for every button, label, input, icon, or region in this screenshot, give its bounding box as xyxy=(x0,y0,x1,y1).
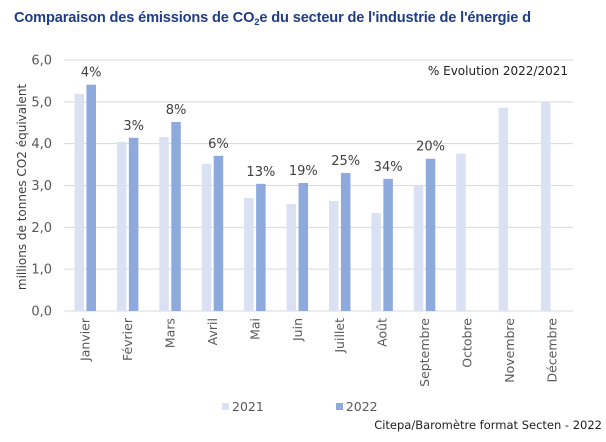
data-label: 8% xyxy=(166,103,187,118)
y-tick-label: 5,0 xyxy=(31,95,52,110)
x-tick-label: Juillet xyxy=(332,318,347,354)
bar-2022-septembre xyxy=(425,158,436,311)
data-label: 4% xyxy=(81,66,102,81)
data-label: 13% xyxy=(246,165,275,180)
bar-2021-mai xyxy=(244,198,254,311)
bar-2022-juin xyxy=(298,182,309,311)
x-tick-label: Septembre xyxy=(417,318,432,387)
bar-2021-mars xyxy=(159,136,169,311)
data-label: 3% xyxy=(123,119,144,134)
bar-2021-février xyxy=(116,141,127,311)
legend-swatch-2021 xyxy=(222,403,229,410)
bar-2021-octobre xyxy=(456,153,466,311)
y-axis-ticks: 0,0 1,0 2,0 3,0 4,0 5,0 6,0 xyxy=(31,54,52,320)
bars xyxy=(74,84,551,311)
bar-2022-mai xyxy=(256,183,266,311)
data-label: 19% xyxy=(289,164,318,179)
bar-2022-mars xyxy=(171,121,181,311)
data-labels: 4% 3% 8% 6% 13% 19% 25% 34% 20% xyxy=(81,66,445,180)
bar-2022-avril xyxy=(213,155,224,311)
bar-2021-août xyxy=(371,213,381,311)
x-tick-label: Juin xyxy=(290,318,305,342)
legend-item-2022[interactable]: 2022 xyxy=(335,399,378,414)
x-tick-label: Mai xyxy=(247,318,262,340)
data-label: 20% xyxy=(416,140,445,155)
x-tick-label: Octobre xyxy=(459,318,474,368)
y-tick-label: 6,0 xyxy=(31,54,52,69)
x-tick-label: Août xyxy=(375,318,390,347)
y-tick-label: 2,0 xyxy=(31,221,52,236)
annotation-evolution: % Evolution 2022/2021 xyxy=(427,64,568,78)
bar-2022-juillet xyxy=(340,172,351,311)
x-tick-label: Décembre xyxy=(544,318,559,383)
bar-2021-janvier xyxy=(74,93,84,311)
legend-label-2021: 2021 xyxy=(232,399,264,414)
bar-2021-avril xyxy=(201,163,212,311)
bar-2022-août xyxy=(383,178,393,311)
x-tick-label: Novembre xyxy=(502,318,517,383)
x-axis-labels: Janvier Février Mars Avril Mai Juin Juillet Aoû… xyxy=(78,317,560,387)
title-text: Comparaison des émissions de CO xyxy=(14,10,255,26)
bar-2021-juillet xyxy=(328,200,339,311)
data-label: 34% xyxy=(374,160,403,175)
bar-2021-décembre xyxy=(541,101,551,311)
y-tick-label: 4,0 xyxy=(31,137,52,152)
legend-item-2021[interactable]: 2021 xyxy=(222,399,264,414)
legend: 2021 2022 xyxy=(222,399,378,414)
data-label: 6% xyxy=(208,137,229,152)
legend-label-2022: 2022 xyxy=(345,399,378,414)
x-tick-label: Mars xyxy=(163,318,178,348)
bar-2021-septembre xyxy=(413,185,424,311)
gridlines xyxy=(64,59,573,312)
x-tick-label: Février xyxy=(120,317,135,361)
bar-2022-février xyxy=(128,137,139,311)
chart-title: Comparaison des émissions de CO2e du sec… xyxy=(14,10,604,28)
x-tick-label: Avril xyxy=(205,318,220,345)
data-label: 25% xyxy=(331,154,360,169)
title-text-end: e du secteur de l'industrie de l'énergie… xyxy=(259,10,531,26)
bar-2021-juin xyxy=(286,203,297,311)
x-tick-label: Janvier xyxy=(78,317,93,362)
bar-2021-novembre xyxy=(498,107,509,311)
legend-swatch-2022 xyxy=(335,403,343,410)
source-note: Citepa/Baromètre format Secten - 2022 xyxy=(374,418,602,432)
y-tick-label: 0,0 xyxy=(31,305,52,320)
y-tick-label: 1,0 xyxy=(31,263,52,278)
bar-2022-janvier xyxy=(86,84,96,311)
title-subscript: 2 xyxy=(254,17,260,28)
y-tick-label: 3,0 xyxy=(31,179,52,194)
y-axis-label: millions de tonnes CO2 équivalent xyxy=(15,84,29,291)
